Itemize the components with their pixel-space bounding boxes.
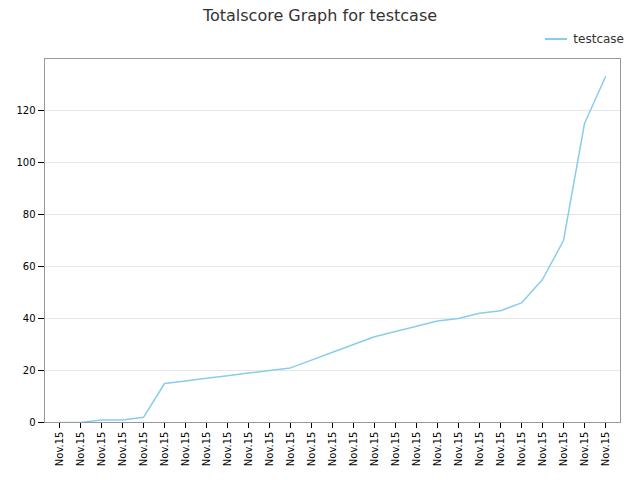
svg-text:Nov.15: Nov.15: [558, 432, 569, 467]
svg-text:Nov.15: Nov.15: [600, 432, 611, 467]
svg-text:Nov.15: Nov.15: [306, 432, 317, 467]
html-text:testcase: testcase: [573, 32, 624, 46]
svg-text:Nov.15: Nov.15: [516, 432, 527, 467]
svg-text:120: 120: [16, 105, 35, 116]
svg-text:Nov.15: Nov.15: [201, 432, 212, 467]
svg-text:Nov.15: Nov.15: [390, 432, 401, 467]
svg-text:40: 40: [23, 313, 36, 324]
svg-text:Nov.15: Nov.15: [75, 432, 86, 467]
svg-text:Nov.15: Nov.15: [474, 432, 485, 467]
svg-text:Nov.15: Nov.15: [96, 432, 107, 467]
svg-text:100: 100: [16, 157, 35, 168]
svg-text:Nov.15: Nov.15: [285, 432, 296, 467]
svg-text:Nov.15: Nov.15: [579, 432, 590, 467]
svg-text:Nov.15: Nov.15: [54, 432, 65, 467]
svg-text:Nov.15: Nov.15: [264, 432, 275, 467]
svg-text:Nov.15: Nov.15: [117, 432, 128, 467]
svg-text:Nov.15: Nov.15: [327, 432, 338, 467]
svg-text:Nov.15: Nov.15: [348, 432, 359, 467]
svg-text:Nov.15: Nov.15: [180, 432, 191, 467]
svg-text:Nov.15: Nov.15: [243, 432, 254, 467]
svg-text:Nov.15: Nov.15: [537, 432, 548, 467]
html-text:Totalscore Graph for testcase: Totalscore Graph for testcase: [202, 6, 438, 25]
svg-text:Nov.15: Nov.15: [222, 432, 233, 467]
svg-text:20: 20: [23, 365, 36, 376]
svg-text:Nov.15: Nov.15: [495, 432, 506, 467]
svg-text:80: 80: [23, 209, 36, 220]
svg-text:0: 0: [29, 417, 35, 428]
svg-text:Nov.15: Nov.15: [159, 432, 170, 467]
svg-text:Nov.15: Nov.15: [138, 432, 149, 467]
svg-text:Nov.15: Nov.15: [369, 432, 380, 467]
svg-text:Nov.15: Nov.15: [411, 432, 422, 467]
svg-text:60: 60: [23, 261, 36, 272]
svg-text:Nov.15: Nov.15: [453, 432, 464, 467]
svg-text:Nov.15: Nov.15: [432, 432, 443, 467]
